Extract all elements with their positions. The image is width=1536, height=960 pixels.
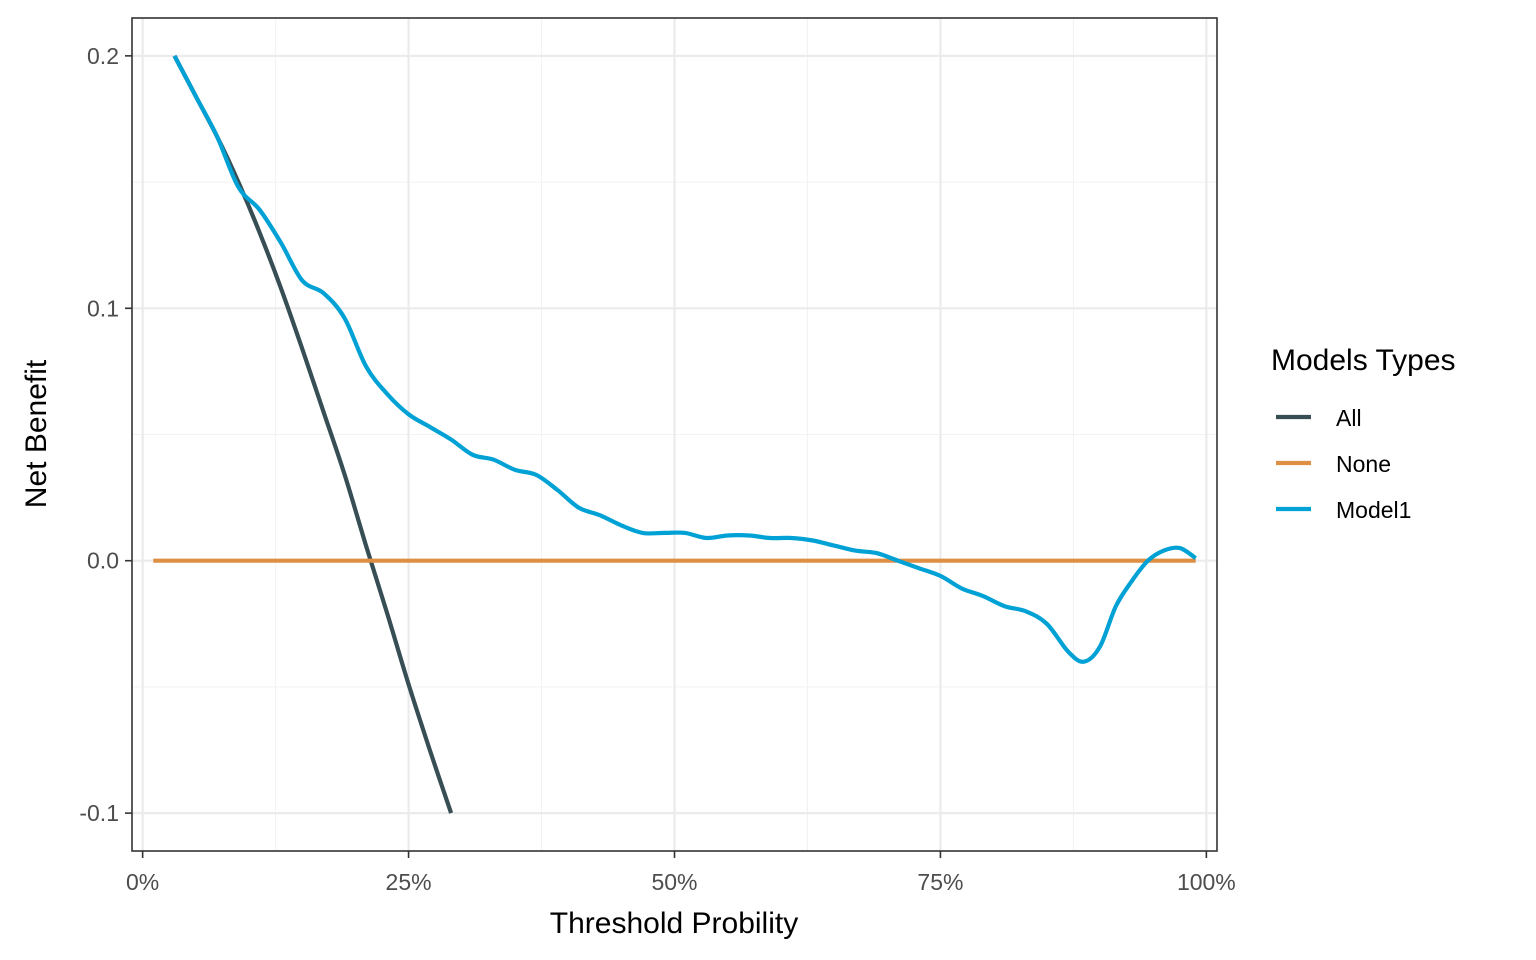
series-lines [153, 54, 1197, 814]
y-axis-title: Net Benefit [20, 359, 53, 508]
y-axis: -0.1 0.0 0.1 0.2 [79, 43, 132, 826]
x-axis-title: Threshold Probility [550, 907, 798, 940]
x-tick-label: 50% [651, 869, 697, 895]
y-tick-label: 0.2 [87, 43, 119, 69]
legend: Models Types All None Model1 [1271, 344, 1456, 523]
legend-title: Models Types [1271, 344, 1456, 377]
y-tick-label: -0.1 [79, 800, 119, 826]
x-axis: 0% 25% 50% 75% 100% [126, 851, 1236, 895]
legend-items: All None Model1 [1276, 405, 1411, 523]
x-tick-label: 0% [126, 869, 159, 895]
legend-label-all: All [1336, 405, 1362, 431]
legend-label-none: None [1336, 451, 1391, 477]
x-tick-label: 100% [1177, 869, 1236, 895]
series-line-model1 [172, 54, 1197, 664]
x-tick-label: 25% [386, 869, 432, 895]
y-tick-label: 0.1 [87, 295, 119, 321]
y-tick-label: 0.0 [87, 548, 119, 574]
x-tick-label: 75% [917, 869, 963, 895]
legend-label-model1: Model1 [1336, 497, 1411, 523]
